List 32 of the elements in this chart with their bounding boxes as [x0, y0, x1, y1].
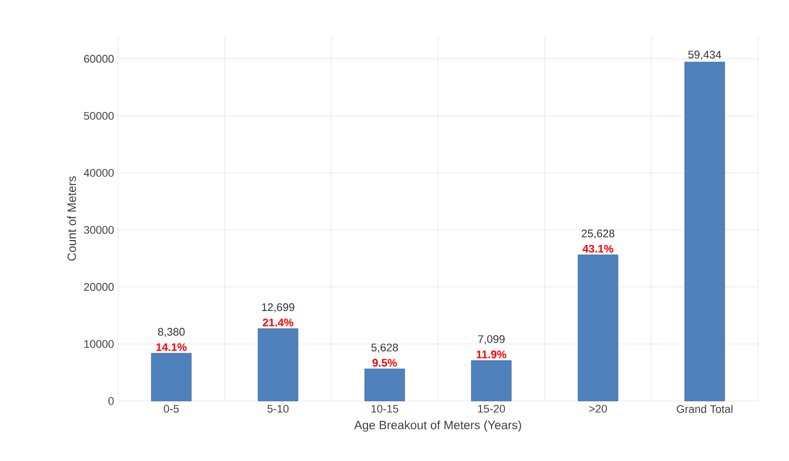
data-label: 7,099 — [478, 335, 505, 344]
bar — [578, 254, 618, 402]
data-label: 25,628 — [582, 230, 614, 239]
data-label: 5,628 — [371, 344, 398, 353]
data-label: 59,434 — [688, 50, 722, 60]
bar — [364, 368, 405, 402]
x-tick-label: 5-10 — [267, 404, 289, 413]
y-tick-label: 10000 — [84, 340, 114, 348]
x-tick-label: 10-15 — [371, 404, 398, 413]
bar — [258, 328, 298, 402]
data-label: 12,699 — [262, 303, 294, 312]
x-axis-title: Age Breakout of Meters (Years) — [354, 420, 522, 432]
y-tick-label: 60000 — [84, 54, 114, 63]
annotation: 9.5% — [372, 358, 397, 367]
annotation: 11.9% — [476, 350, 506, 358]
bar — [684, 62, 725, 402]
y-tick-label: 50000 — [84, 112, 114, 120]
x-tick-label: Grand Total — [676, 404, 732, 413]
y-tick-label: 20000 — [84, 283, 114, 291]
bar — [471, 360, 512, 402]
annotation: 43.1% — [582, 244, 614, 253]
x-tick-label: 15-20 — [478, 404, 505, 413]
x-tick-label: >20 — [589, 404, 607, 413]
y-tick-label: 40000 — [84, 168, 114, 177]
bar — [151, 353, 192, 402]
data-label: 8,380 — [158, 328, 185, 338]
y-tick-label: 30000 — [84, 226, 114, 234]
annotation: 14.1% — [156, 343, 187, 351]
y-tick-label: 0 — [108, 397, 114, 405]
x-tick-label: 0-5 — [164, 404, 179, 413]
annotation: 21.4% — [262, 318, 294, 326]
y-axis-title: Count of Meters — [67, 176, 76, 261]
